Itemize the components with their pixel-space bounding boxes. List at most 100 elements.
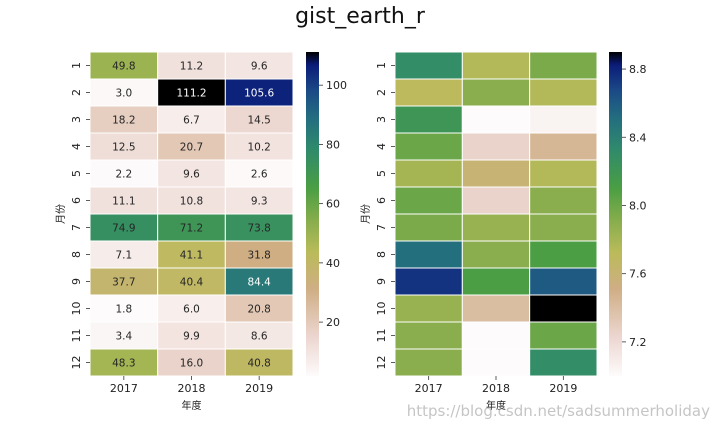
heatmap-cell [529,321,598,350]
x-tick-label: 2018 [482,382,510,395]
heatmap-cell [529,132,598,161]
heatmap-cell [394,105,463,134]
x-axis-label: 年度 [182,399,202,412]
heatmap-cell [224,105,294,134]
colorbar-tick-label: 8.4 [629,131,647,144]
heatmap-cell [461,240,531,269]
heatmap-cell [529,186,598,215]
y-tick-label: 6 [70,197,83,204]
x-tick-label: 2017 [110,382,138,395]
y-tick-label: 12 [375,356,388,370]
cell-value-label: 20.7 [180,142,203,154]
cell-value-label: 71.2 [180,223,203,235]
cell-value-label: 31.8 [247,250,270,262]
colorbar-tick-label: 60 [326,198,340,211]
cell-value-label: 10.8 [180,196,203,208]
y-tick-label: 6 [375,197,388,204]
heatmap-cell [157,294,226,323]
cell-value-label: 40.4 [180,277,204,289]
x-tick-label: 2017 [415,382,443,395]
heatmap-cell [394,240,463,269]
y-tick-label: 5 [375,170,388,177]
heatmap-cell [529,294,598,323]
heatmap-cell [529,78,598,107]
heatmap-cell [461,294,531,323]
y-tick-label: 9 [375,278,388,285]
heatmap-cell [394,78,463,107]
heatmap-cell [394,294,463,323]
cell-value-label: 11.1 [112,196,135,208]
cell-value-label: 2.6 [251,169,268,181]
heatmap-cell [461,213,531,242]
heatmap-cell [461,321,531,350]
x-axis-label: 年度 [486,399,506,412]
y-tick-label: 3 [375,116,388,123]
colorbar-tick-label: 20 [326,316,340,329]
cell-value-label: 16.0 [180,358,203,370]
y-tick-label: 1 [70,62,83,69]
heatmap-cell [224,348,294,377]
heatmap-cell [394,213,463,242]
colorbar-tick-label: 8.8 [629,63,647,76]
cell-value-label: 3.0 [115,88,132,100]
heatmap-cell [394,267,463,296]
cell-value-label: 73.8 [247,223,270,235]
heatmap-cell [529,267,598,296]
heatmap-cell [394,132,463,161]
y-tick-label: 11 [375,329,388,343]
heatmap-cell [89,51,159,80]
heatmap-cell [461,186,531,215]
heatmap-cell [529,348,598,377]
x-tick-label: 2019 [549,382,577,395]
colorbar-tick-label: 100 [326,79,347,92]
colorbar [306,52,319,376]
heatmap-cell [224,186,294,215]
cell-value-label: 6.0 [183,304,200,316]
y-tick-label: 1 [375,62,388,69]
heatmap-cell [529,159,598,188]
heatmap-cell [394,186,463,215]
cell-value-label: 10.2 [247,142,270,154]
cell-value-label: 9.6 [251,61,268,73]
y-tick-label: 7 [70,224,83,231]
y-tick-label: 2 [375,89,388,96]
colorbar-tick-label: 7.2 [629,336,647,349]
cell-value-label: 11.2 [180,61,203,73]
colorbar [609,52,622,376]
cell-value-label: 9.3 [251,196,268,208]
cell-value-label: 7.1 [115,250,132,262]
y-tick-label: 11 [70,329,83,343]
heatmap-cell [157,105,226,134]
heatmap-cell [394,348,463,377]
y-tick-label: 2 [70,89,83,96]
heatmap-cell [224,294,294,323]
y-tick-label: 7 [375,224,388,231]
cell-value-label: 41.1 [180,250,203,262]
heatmap-cell [461,348,531,377]
x-tick-label: 2019 [245,382,273,395]
heatmap-cell [224,240,294,269]
y-tick-label: 9 [70,278,83,285]
heatmap-cell [157,159,226,188]
heatmap-panel-left: 49.8 11.2 9.6 3.0 111.2 105.6 18.2 6.7 14.5 12.5 2… [55,51,347,412]
cell-value-label: 49.8 [112,61,135,73]
heatmap-cell [157,240,226,269]
cell-value-label: 74.9 [112,223,135,235]
heatmap-cell [89,240,159,269]
y-tick-label: 8 [375,251,388,258]
heatmap-cell [461,105,531,134]
heatmap-cell [394,51,463,80]
x-tick-label: 2018 [178,382,206,395]
cell-value-label: 84.4 [247,277,271,289]
cell-value-label: 111.2 [176,88,206,100]
y-tick-label: 4 [375,143,388,150]
cell-value-label: 2.2 [115,169,132,181]
heatmap-cell [529,51,598,80]
y-tick-label: 10 [375,302,388,316]
heatmap-cell [461,267,531,296]
y-tick-label: 12 [70,356,83,370]
heatmap-cell [224,267,294,296]
y-axis-label: 月份 [55,204,67,224]
heatmap-cell [394,159,463,188]
